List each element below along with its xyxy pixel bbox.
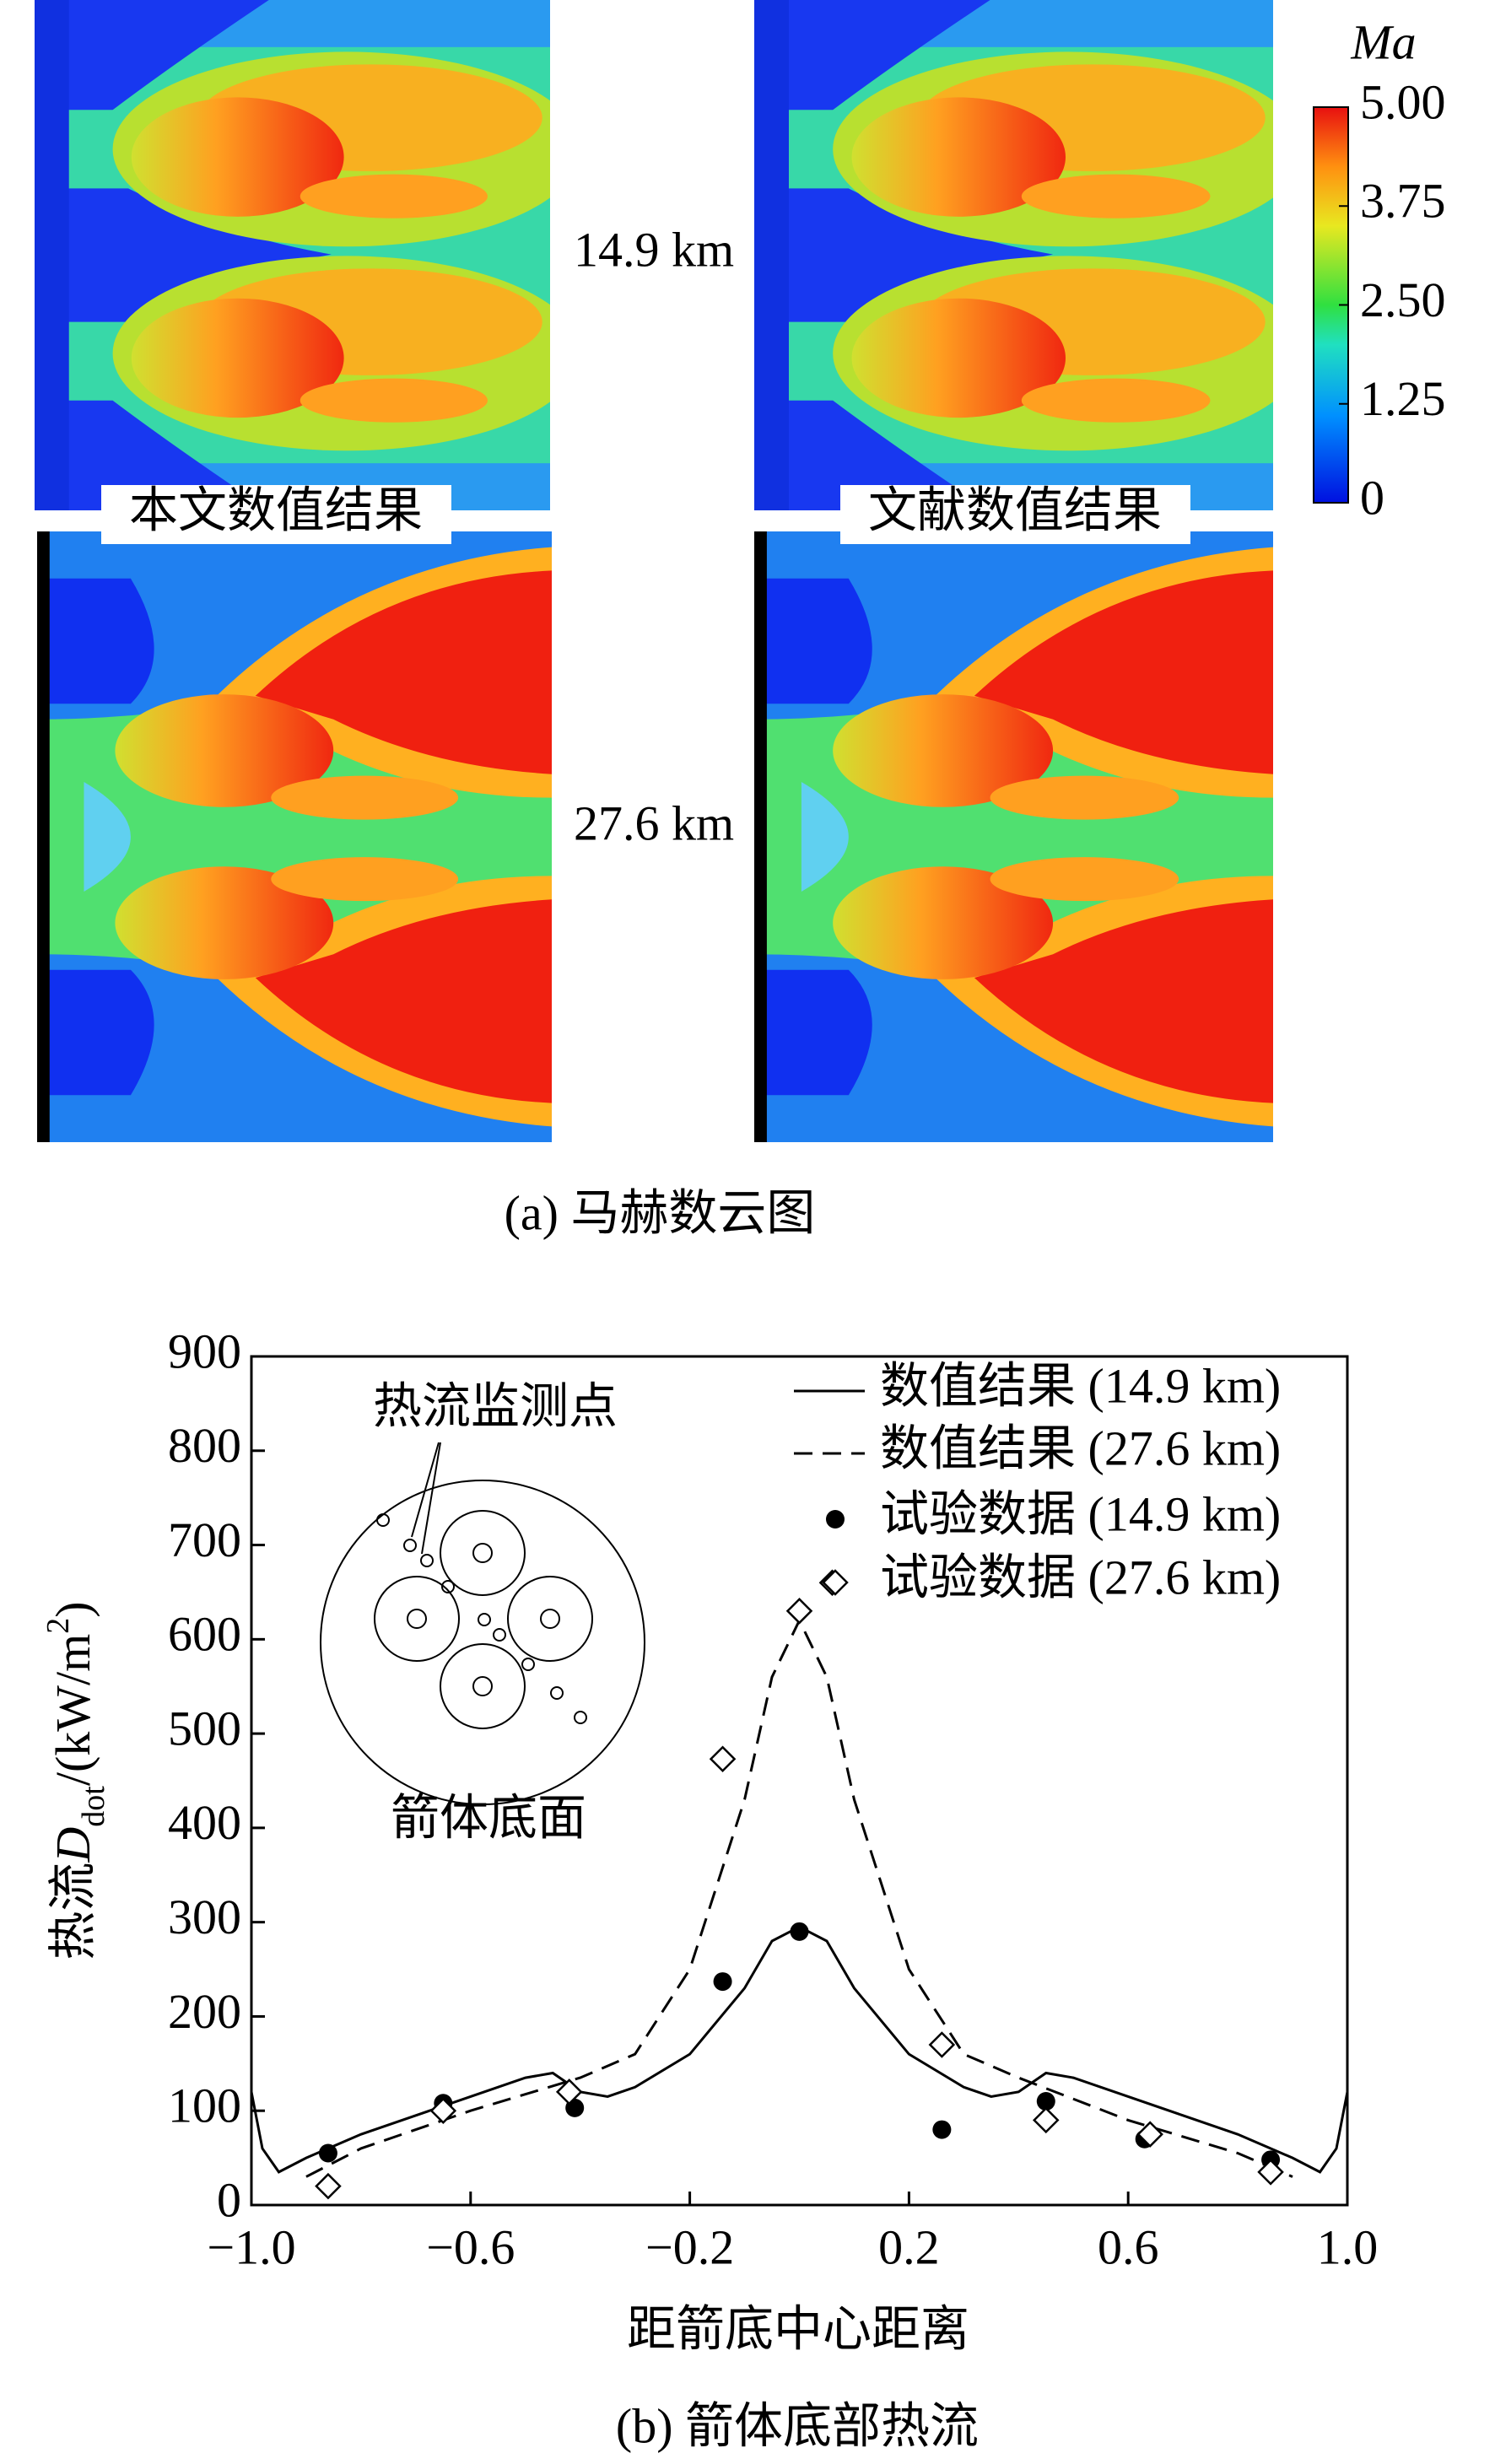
legend-label: 数值结果 (27.6 km) bbox=[880, 1421, 1281, 1475]
caption: (a) 马赫数云图 bbox=[505, 1185, 816, 1240]
data-line bbox=[305, 1617, 1293, 2178]
data-point bbox=[1036, 2092, 1055, 2111]
x-tick-label: 1.0 bbox=[1317, 2219, 1379, 2274]
x-tick-label: 0.2 bbox=[878, 2219, 940, 2274]
legend-swatch bbox=[826, 1510, 845, 1529]
data-point bbox=[713, 1972, 732, 1992]
data-point bbox=[785, 1598, 813, 1625]
y-axis-label: 热流Ddot/(kW/m2) bbox=[40, 1601, 111, 1960]
panel-label: 文献数值结果 bbox=[868, 483, 1162, 537]
inset-diagram bbox=[320, 1442, 645, 1805]
contour-panel bbox=[35, 0, 550, 510]
colorbar-tick-label: 5.00 bbox=[1360, 74, 1446, 129]
data-point bbox=[315, 2172, 342, 2200]
y-tick-label: 700 bbox=[168, 1512, 241, 1567]
y-label-part: 热流 bbox=[46, 1863, 100, 1960]
y-label-part: 2 bbox=[40, 1618, 76, 1634]
contour-panel bbox=[754, 0, 1273, 510]
caption: (b) 箭体底部热流 bbox=[616, 2398, 979, 2453]
x-tick-label: −0.6 bbox=[426, 2219, 515, 2274]
inset-label: 热流监测点 bbox=[373, 1378, 618, 1433]
colorbar-tick-label: 1.25 bbox=[1360, 371, 1446, 426]
panel-label: 本文数值结果 bbox=[129, 483, 423, 537]
data-point bbox=[1033, 2106, 1060, 2134]
data-point bbox=[555, 2078, 583, 2105]
colorbar-tick-label: 2.50 bbox=[1360, 272, 1446, 327]
data-point bbox=[318, 2143, 337, 2163]
y-tick-label: 900 bbox=[168, 1324, 241, 1378]
y-tick-label: 300 bbox=[168, 1890, 241, 1944]
data-line bbox=[250, 1925, 1349, 2174]
contour-panel bbox=[754, 531, 1273, 1142]
y-tick-label: 800 bbox=[168, 1418, 241, 1473]
x-tick-label: −1.0 bbox=[207, 2219, 295, 2274]
y-label-part: D bbox=[46, 1827, 100, 1863]
data-point bbox=[709, 1745, 737, 1773]
colorbar-tick-label: 0 bbox=[1360, 470, 1384, 525]
x-tick-label: 0.6 bbox=[1098, 2219, 1159, 2274]
contour-panel bbox=[37, 531, 552, 1142]
altitude-label: 14.9 km bbox=[574, 222, 734, 277]
y-label-part: /(kW/m bbox=[46, 1634, 100, 1786]
y-tick-label: 400 bbox=[168, 1795, 241, 1850]
colorbar-tick-label: 3.75 bbox=[1360, 174, 1446, 229]
legend-label: 数值结果 (14.9 km) bbox=[880, 1358, 1281, 1413]
data-point bbox=[790, 1922, 809, 1941]
y-tick-label: 100 bbox=[168, 2078, 241, 2133]
data-point bbox=[928, 2031, 956, 2058]
y-label-part: ) bbox=[46, 1601, 100, 1617]
legend-swatch bbox=[822, 1569, 849, 1596]
data-point bbox=[1136, 2121, 1163, 2148]
altitude-label: 27.6 km bbox=[574, 795, 734, 850]
y-tick-label: 200 bbox=[168, 1984, 241, 2039]
y-tick-label: 500 bbox=[168, 1701, 241, 1755]
data-point bbox=[932, 2120, 952, 2139]
legend-label: 试验数据 (14.9 km) bbox=[880, 1486, 1281, 1541]
colorbar-label: Ma bbox=[1350, 14, 1416, 69]
inset-label: 箭体底面 bbox=[391, 1790, 586, 1845]
plot-frame bbox=[250, 1355, 1349, 2207]
label-background bbox=[840, 485, 1190, 544]
x-tick-label: −0.2 bbox=[645, 2219, 734, 2274]
y-label-part: dot bbox=[76, 1786, 111, 1827]
x-axis-label: 距箭底中心距离 bbox=[627, 2301, 969, 2356]
legend-label: 试验数据 (27.6 km) bbox=[880, 1550, 1281, 1604]
y-tick-label: 0 bbox=[217, 2172, 241, 2227]
data-point bbox=[1257, 2159, 1284, 2186]
label-background bbox=[101, 485, 451, 544]
y-tick-label: 600 bbox=[168, 1607, 241, 1662]
data-point bbox=[429, 2097, 457, 2124]
